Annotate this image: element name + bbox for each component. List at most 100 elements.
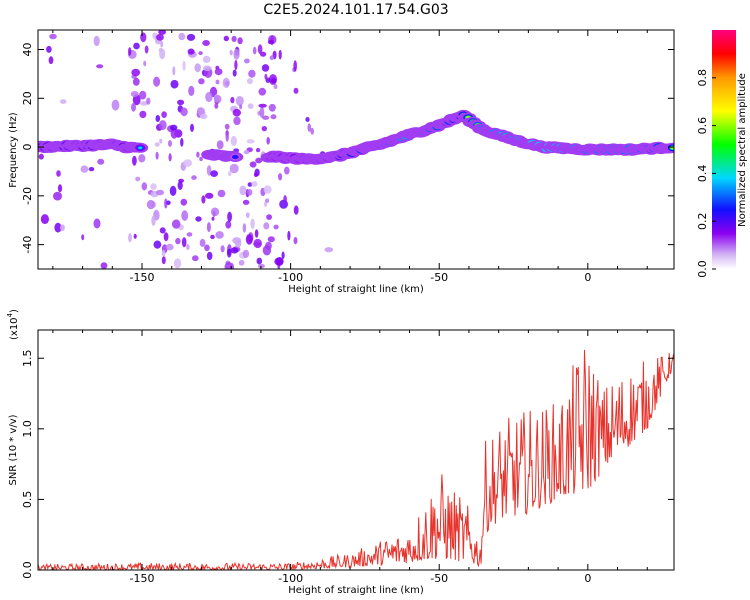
spectrogram-noise-blob <box>158 30 166 35</box>
spectrogram-noise-blob <box>181 237 187 248</box>
spectrogram-noise-blob <box>269 55 274 60</box>
spectrogram-noise-blob <box>155 151 159 160</box>
spectrogram-noise-blob <box>261 126 267 132</box>
spectrogram-noise-blob <box>59 224 65 231</box>
colorbar-tick-label: 0.8 <box>696 69 709 87</box>
spectrogram-noise-blob <box>177 99 185 106</box>
spectrogram-noise-blob <box>93 218 101 229</box>
spectrogram-noise-blob <box>220 245 225 253</box>
spectrogram-noise-blob <box>81 234 85 241</box>
spectrogram-noise-blob <box>229 49 233 56</box>
spectrogram-noise-blob <box>251 181 258 187</box>
spectrogram-noise-blob <box>194 63 201 73</box>
spectrogram-noise-blob <box>247 103 254 109</box>
spectrogram-noise-blob <box>266 214 272 220</box>
spectrogram-noise-blob <box>293 87 299 94</box>
spectrogram-noise-blob <box>199 113 208 120</box>
spectrogram-noise-blob <box>266 137 271 145</box>
spectrogram-noise-blob <box>234 59 238 71</box>
spectrogram-noise-blob <box>205 192 214 199</box>
spectrogram-noise-blob <box>128 233 132 243</box>
spectrogram-noise-blob <box>225 220 232 229</box>
spectrogram-noise-blob <box>49 33 57 40</box>
colorbar-label: Normalized spectral amplitude <box>737 73 748 227</box>
spectrogram-noise-blob <box>180 137 184 147</box>
spectrogram-noise-blob <box>259 107 265 118</box>
spectrogram-noise-blob <box>210 207 220 217</box>
spectrogram-noise-blob <box>242 199 250 205</box>
spectrogram-noise-blob <box>278 173 283 181</box>
spectrogram-noise-blob <box>146 97 151 105</box>
spectrogram-noise-blob <box>246 78 253 85</box>
spectrogram-noise-blob <box>170 79 179 89</box>
spectrogram-noise-blob <box>172 66 176 76</box>
spectrogram-noise-blob <box>258 87 267 96</box>
spectrogram-noise-blob <box>139 90 147 100</box>
spectrogram-noise-blob <box>231 35 237 43</box>
spectrogram-noise-blob <box>133 42 140 50</box>
spectrogram-noise-blob <box>223 35 229 42</box>
spectrogram-noise-blob <box>206 251 213 261</box>
spectrogram-noise-blob <box>203 65 212 71</box>
spectrogram-noise-blob <box>190 123 194 132</box>
y-tick-label: 1.0 <box>21 420 34 438</box>
spectrogram-noise-blob <box>143 60 147 67</box>
spectrogram-noise-blob <box>258 103 267 108</box>
spectrogram-noise-blob <box>161 256 166 265</box>
spectrogram-noise-blob <box>172 219 181 229</box>
spectrogram-noise-blob <box>215 231 224 239</box>
spectrogram-noise-blob <box>278 49 282 60</box>
spectrogram-noise-blob <box>59 99 67 104</box>
spectrogram-heatmap <box>38 30 674 269</box>
spectrogram-noise-blob <box>96 64 104 69</box>
spectrogram-noise-blob <box>211 216 215 221</box>
snr-multiplier: (x104) <box>6 309 20 340</box>
spectrogram-noise-blob <box>139 110 147 119</box>
spectrogram-noise-blob <box>224 81 230 86</box>
y-tick-label: -20 <box>21 187 34 205</box>
spectrogram-noise-blob <box>305 117 310 122</box>
spectrogram-noise-blob <box>249 161 257 168</box>
x-tick-label: -50 <box>430 271 448 284</box>
spectrogram-noise-blob <box>97 158 105 165</box>
spectrogram-noise-blob <box>229 263 235 269</box>
colorbar-tick-label: 0.6 <box>696 117 709 135</box>
spectrogram-noise-blob <box>239 104 243 110</box>
spectrogram-ridge-blob <box>138 146 143 150</box>
spectrogram-noise-blob <box>227 211 233 222</box>
spectrogram-noise-blob <box>267 236 275 243</box>
x-tick-label: -100 <box>278 572 303 585</box>
y-tick-label: 0 <box>21 144 34 151</box>
spectrogram-noise-blob <box>93 35 100 47</box>
spectrogram-noise-blob <box>199 156 203 162</box>
spectrogram-noise-blob <box>46 45 52 53</box>
spectrogram-noise-blob <box>247 189 253 196</box>
spectrogram-noise-blob <box>198 51 203 56</box>
spectrogram-noise-blob <box>271 77 277 84</box>
spectrogram-noise-blob <box>293 237 298 245</box>
spectrogram-noise-blob <box>57 184 63 193</box>
spectrogram-frame <box>37 29 675 270</box>
spectrogram-noise-blob <box>257 44 263 55</box>
spectrogram-noise-blob <box>187 48 195 55</box>
spectrogram-noise-blob <box>246 212 250 219</box>
spectrogram-noise-blob <box>186 244 190 250</box>
spectrogram-noise-blob <box>131 68 141 77</box>
y-tick-label: -40 <box>21 236 34 254</box>
snr-ylabel: SNR (10 * v/v) <box>8 414 19 485</box>
spectrogram-noise-blob <box>100 262 108 269</box>
spectrogram-noise-blob <box>252 46 257 55</box>
colorbar-tick-label: 0.0 <box>696 260 709 278</box>
spectrogram-noise-blob <box>168 140 172 147</box>
spectrogram-noise-blob <box>48 56 54 65</box>
spectrogram-noise-blob <box>253 238 262 249</box>
spectrogram-noise-blob <box>54 222 62 233</box>
spectrogram-noise-blob <box>255 157 263 164</box>
spectrogram-noise-blob <box>88 167 95 172</box>
spectrogram-panel: -150 -100 -50 0 -40 -20 0 20 40 Height of straig… <box>8 29 675 295</box>
spectrogram-noise-blob <box>163 232 169 242</box>
spectrogram-noise-blob <box>177 181 183 190</box>
spectrogram-noise-blob <box>202 55 211 64</box>
spectrogram-noise-blob <box>161 249 166 257</box>
spectrogram-noise-blob <box>310 127 315 135</box>
